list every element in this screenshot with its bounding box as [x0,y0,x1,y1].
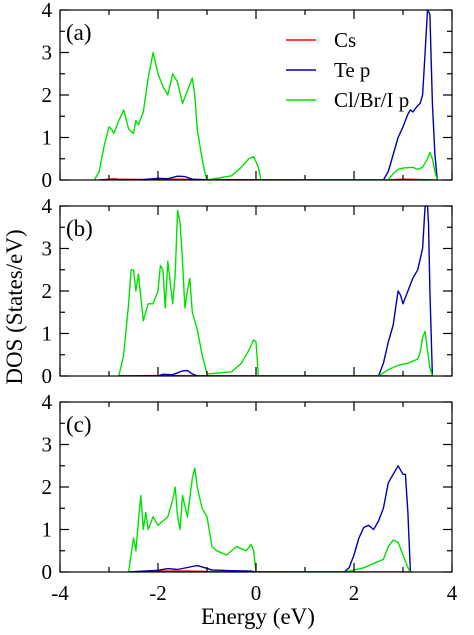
panel-a-ytick-label: 0 [42,168,53,192]
panel-c-xtick-label: 0 [251,581,262,605]
x-axis-title: Energy (eV) [201,604,315,629]
panel-b-ytick-label: 1 [42,322,53,346]
panel-c-ytick-label: 4 [42,390,53,414]
panel-b-ytick-label: 0 [42,364,53,388]
panel-b: 0 1 2 3 4 (b) [42,194,453,388]
panel-a-series-te-p [99,10,438,180]
panel-a-ytick-label: 1 [42,126,53,150]
panel-a-ytick-label: 2 [42,83,53,107]
panel-c-xtick-label: 2 [349,581,360,605]
panel-a: 0 1 2 3 4 (a) [42,0,453,192]
legend-label-halide-p: Cl/Br/I p [334,88,409,112]
panel-c-ytick-label: 0 [42,560,53,584]
panel-b-ytick-label: 4 [42,194,53,218]
panel-c-series-te-p [128,465,412,572]
legend-label-cs: Cs [334,28,356,52]
panel-b-series-te-p [118,206,434,376]
panel-b-ytick-label: 2 [42,279,53,303]
panel-c-ytick-label: 1 [42,518,53,542]
panel-a-ytick-label: 3 [42,41,53,65]
panel-a-series-cl-br-i-p [93,51,438,180]
panel-c-frame [59,401,453,573]
panel-c-xtick-label: -4 [51,581,69,605]
y-axis-title: DOS (States/eV) [2,229,27,384]
panel-a-label: (a) [66,20,92,45]
legend-label-te-p: Te p [334,58,370,82]
panel-c-xtick-label: 4 [447,581,458,605]
panel-b-ytick-label: 3 [42,237,53,261]
panel-c-series-cl-br-i-p [127,467,412,572]
panel-c-ytick-label: 2 [42,475,53,499]
panel-c-label: (c) [66,412,92,437]
panel-b-label: (b) [66,216,93,241]
legend: Cs Te p Cl/Br/I p [286,28,409,112]
panel-a-ytick-label: 4 [42,0,53,22]
panel-c-xtick-label: -2 [149,581,167,605]
panel-b-series-cl-br-i-p [118,209,434,376]
panel-c-ytick-label: 3 [42,433,53,457]
panel-c: 0 1 2 3 4 -4 -2 0 2 4 (c) [42,390,458,605]
